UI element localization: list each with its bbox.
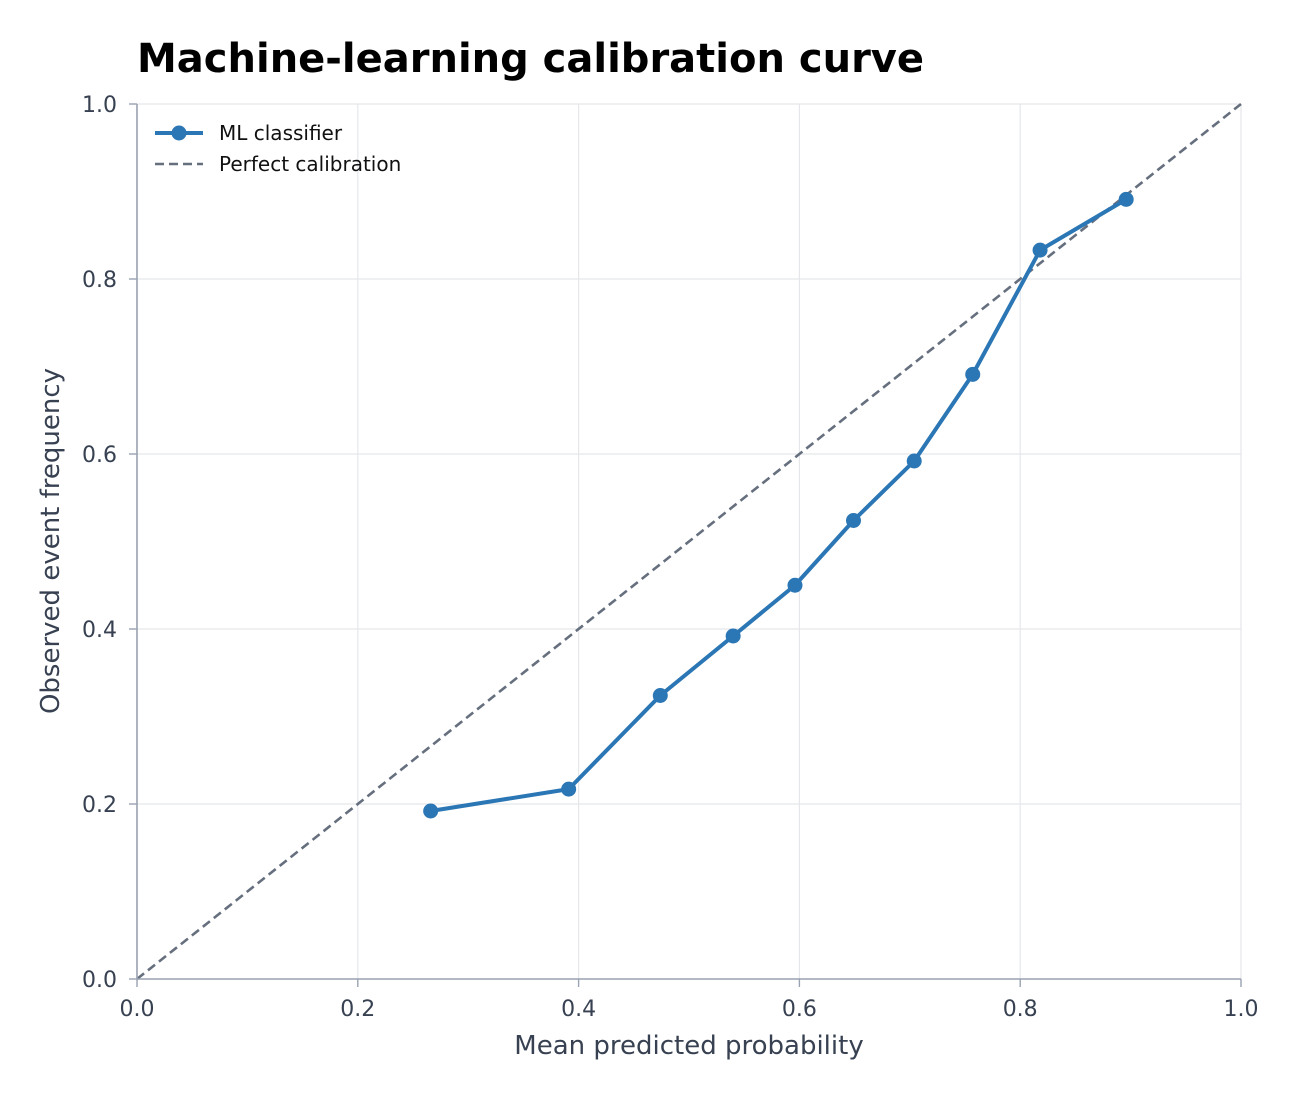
x-tick-label: 0.2: [340, 997, 375, 1022]
x-tick-label: 0.4: [561, 997, 596, 1022]
chart-title: Machine-learning calibration curve: [137, 36, 924, 82]
y-tick-label: 0.4: [82, 618, 117, 643]
ml-classifier-point: [787, 577, 803, 593]
ml-classifier-point: [652, 688, 668, 703]
ml-classifier-point: [725, 628, 741, 644]
ml-classifier-point: [1118, 191, 1134, 207]
y-tick-label: 0.8: [82, 268, 117, 293]
y-tick-label: 0.6: [82, 443, 117, 468]
ml-classifier-point: [1032, 242, 1048, 258]
legend: ML classifier Perfect calibration: [155, 121, 401, 176]
legend-marker-ml-classifier: [171, 125, 187, 141]
x-axis-label: Mean predicted probability: [514, 1031, 863, 1061]
perfect-calibration-line: [136, 102, 1242, 981]
ml-classifier-point: [845, 513, 861, 528]
tick-labels: 0.0 0.2 0.4 0.6 0.8 1.0 0.0 0.2 0.4 0.6 0.8 1.0: [82, 93, 1259, 1022]
ml-classifier-point: [965, 366, 981, 382]
x-tick-label: 0.0: [120, 997, 155, 1022]
legend-label: Perfect calibration: [219, 152, 401, 176]
axes: [129, 103, 1242, 987]
ml-classifier-point: [423, 803, 439, 819]
y-axis-label: Observed event frequency: [36, 368, 66, 714]
legend-label: ML classifier: [219, 121, 343, 145]
y-tick-label: 1.0: [82, 93, 117, 118]
y-tick-label: 0.0: [82, 968, 117, 993]
x-tick-label: 0.8: [1003, 997, 1038, 1022]
ml-classifier-point: [561, 781, 577, 797]
y-tick-label: 0.2: [82, 793, 117, 818]
series-layer: [423, 191, 1134, 819]
x-tick-label: 1.0: [1224, 997, 1259, 1022]
ml-classifier-point: [906, 453, 922, 469]
ml-classifier-line: [430, 197, 1128, 813]
x-tick-label: 0.6: [782, 997, 817, 1022]
reference-line-layer: [136, 102, 1242, 981]
